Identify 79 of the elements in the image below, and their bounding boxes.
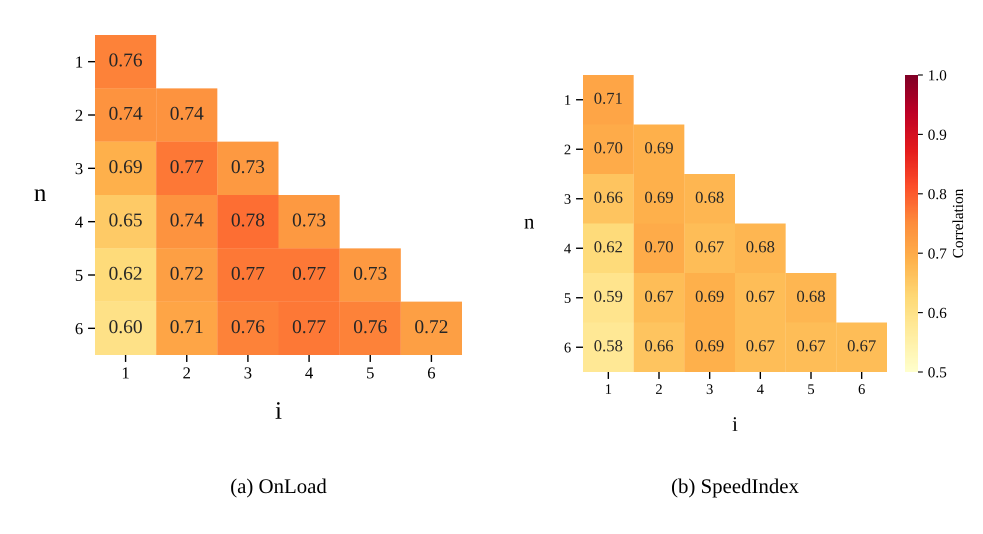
- color-bar-label: 1.0: [929, 70, 946, 81]
- data-label: 0.67: [696, 241, 724, 252]
- data-label: 0.76: [109, 53, 142, 67]
- data-label: 0.69: [645, 142, 673, 154]
- color-bar-label: 0.5: [928, 367, 946, 378]
- x-tick-label: 3: [706, 384, 713, 394]
- data-label: 0.58: [594, 340, 622, 352]
- data-label: 0.73: [292, 213, 326, 227]
- data-label: 0.76: [354, 320, 387, 334]
- data-label: 0.68: [746, 241, 774, 252]
- data-label: 0.69: [645, 192, 673, 203]
- color-bar-label: 0.8: [928, 188, 946, 200]
- x-tick-label: 1: [122, 367, 129, 378]
- data-label: 0.68: [797, 290, 825, 302]
- y-tick-label: 3: [76, 163, 83, 174]
- x-tick-label: 6: [858, 384, 865, 394]
- data-label: 0.70: [594, 142, 622, 154]
- text: (b) SpeedIndex: [672, 478, 799, 498]
- color-bar-label: 0.6: [928, 308, 946, 318]
- data-label: 0.77: [292, 266, 326, 280]
- data-label: 0.77: [292, 320, 326, 334]
- data-label: 0.74: [109, 106, 142, 120]
- color-bar-label: 0.9: [928, 130, 946, 140]
- x-tick-label: 2: [183, 367, 190, 378]
- data-label: 0.67: [645, 290, 674, 302]
- data-label: 0.67: [848, 340, 876, 352]
- data-label: 0.76: [232, 320, 264, 334]
- color-bar-label: 0.7: [928, 248, 946, 259]
- y-tick-label: 5: [564, 293, 571, 303]
- x-tick-label: 3: [244, 367, 252, 379]
- data-label: 0.71: [170, 320, 203, 334]
- data-label: 0.69: [109, 160, 142, 174]
- data-label: 0.70: [645, 241, 673, 252]
- data-label: 0.74: [170, 106, 204, 120]
- y-tick-label: 1: [76, 56, 82, 68]
- x-axis-title: i: [732, 417, 738, 431]
- x-tick-label: 6: [428, 367, 436, 379]
- color-bar-title: Correlation: [952, 188, 964, 258]
- data-label: 0.73: [232, 160, 264, 174]
- data-label: 0.67: [797, 340, 826, 352]
- data-label: 0.71: [594, 92, 622, 104]
- data-label: 0.77: [232, 266, 264, 280]
- data-label: 0.78: [232, 213, 264, 227]
- data-label: 0.66: [645, 340, 674, 352]
- data-label: 0.62: [594, 241, 622, 252]
- data-label: 0.72: [415, 320, 448, 334]
- x-axis-title: i: [276, 402, 282, 419]
- x-tick-label: 2: [656, 384, 662, 394]
- data-label: 0.62: [109, 266, 142, 280]
- y-tick-label: 2: [564, 144, 570, 154]
- data-label: 0.72: [170, 266, 203, 280]
- data-label: 0.66: [594, 192, 622, 203]
- y-tick-label: 1: [565, 95, 570, 105]
- x-tick-label: 4: [305, 367, 313, 378]
- x-tick-label: 1: [606, 384, 612, 394]
- data-label: 0.60: [109, 320, 142, 334]
- data-label: 0.67: [746, 340, 774, 352]
- data-label: 0.69: [696, 340, 724, 352]
- x-tick-label: 5: [367, 367, 374, 379]
- y-tick-label: 6: [76, 323, 83, 334]
- y-axis-title: n: [34, 189, 46, 202]
- y-tick-label: 4: [75, 216, 83, 228]
- data-label: 0.77: [170, 160, 204, 174]
- data-label: 0.67: [746, 290, 774, 302]
- data-label: 0.74: [170, 213, 204, 227]
- y-tick-label: 6: [564, 342, 571, 352]
- data-label: 0.59: [594, 290, 622, 302]
- data-label: 0.68: [696, 192, 724, 203]
- x-tick-label: 5: [808, 384, 814, 394]
- y-tick-label: 4: [564, 244, 571, 254]
- y-tick-label: 5: [76, 270, 83, 281]
- data-label: 0.69: [696, 290, 724, 302]
- data-label: 0.73: [354, 266, 387, 280]
- y-tick-label: 3: [564, 194, 571, 204]
- text: (a) OnLoad: [231, 478, 327, 498]
- x-tick-label: 4: [756, 384, 764, 394]
- y-axis-title: n: [524, 218, 534, 229]
- y-tick-label: 2: [76, 110, 82, 121]
- data-label: 0.65: [109, 213, 142, 227]
